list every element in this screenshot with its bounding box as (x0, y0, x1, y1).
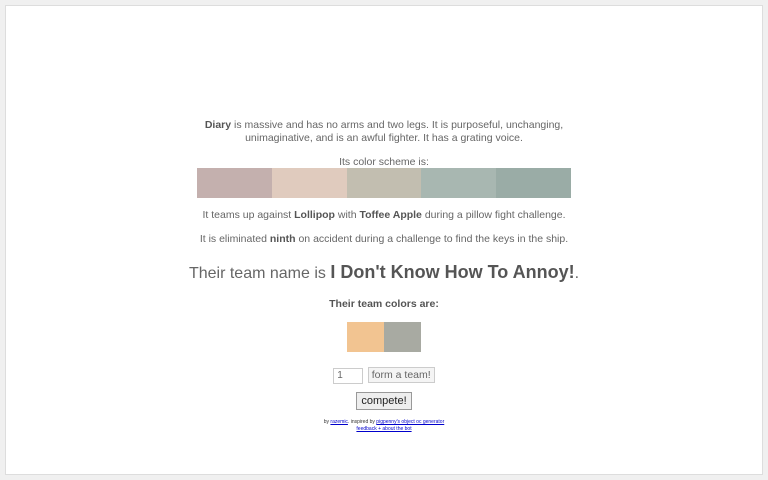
team-color-1 (347, 322, 384, 352)
compete-button[interactable]: compete! (356, 392, 412, 410)
team-size-input[interactable] (333, 367, 364, 384)
scheme-label: Its color scheme is: (339, 156, 429, 168)
form-team-button[interactable]: form a team! (367, 367, 435, 383)
author-link[interactable]: razemic (330, 419, 348, 425)
team-name: Their team name is I Don't Know How To A… (188, 262, 580, 282)
character-name: Diary (204, 119, 232, 131)
elimination-text: It is eliminated ninth on accident durin… (199, 233, 569, 245)
swatch-3 (346, 168, 422, 198)
team-colors-label: Their team colors are: (329, 298, 439, 310)
description-line1: is massive and has no arms and two legs.… (234, 119, 564, 131)
inspired-link[interactable]: pigpenny's object oc generator (376, 419, 445, 425)
swatch-2 (271, 168, 347, 198)
swatch-1 (197, 168, 272, 198)
footer: by razemic. inspired by pigpenny's objec… (323, 419, 445, 432)
feedback-link[interactable]: feedback + about the bot (356, 426, 412, 432)
description-line2: unimaginative, and is an awful fighter. … (245, 132, 523, 144)
swatch-4 (421, 168, 497, 198)
team-colors (347, 322, 421, 352)
swatch-5 (496, 168, 571, 198)
description: Diary is massive and has no arms and two… (0, 119, 768, 145)
color-scheme (197, 168, 571, 198)
teamup-text: It teams up against Lollipop with Toffee… (202, 209, 566, 221)
team-color-2 (384, 322, 421, 352)
